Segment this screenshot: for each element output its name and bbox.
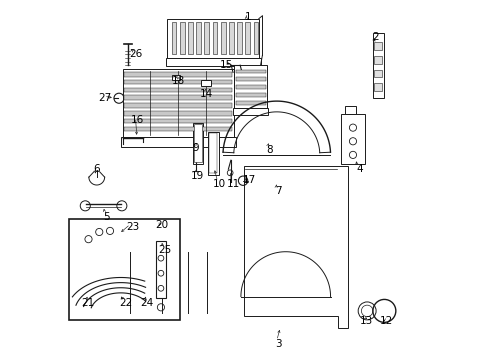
Bar [121, 137, 235, 147]
Text: 15: 15 [220, 60, 233, 70]
Text: 19: 19 [191, 171, 204, 181]
Bar [172, 75, 180, 80]
Text: 6: 6 [93, 164, 100, 174]
Text: 10: 10 [212, 179, 225, 189]
Bar [188, 22, 192, 54]
Bar [212, 22, 217, 54]
Bar [124, 127, 231, 131]
Bar [234, 65, 266, 108]
Bar [373, 69, 382, 77]
Bar [204, 22, 209, 54]
Bar [209, 134, 217, 173]
Bar [235, 69, 265, 73]
Bar [372, 33, 383, 98]
Bar [245, 22, 250, 54]
Text: 17: 17 [243, 175, 256, 185]
Bar [373, 83, 382, 91]
Text: 22: 22 [119, 298, 133, 308]
Bar [235, 77, 265, 81]
Text: 20: 20 [155, 220, 168, 230]
Bar [124, 119, 231, 123]
Bar [165, 58, 260, 66]
Bar [253, 22, 258, 54]
Text: 12: 12 [379, 316, 392, 325]
Bar [235, 101, 265, 105]
Text: 1: 1 [244, 12, 251, 22]
Bar [228, 22, 233, 54]
Bar [194, 125, 202, 162]
Bar [167, 19, 258, 58]
Bar [124, 95, 231, 100]
Bar [233, 108, 267, 115]
Bar [237, 22, 242, 54]
Bar [344, 107, 355, 114]
Text: 14: 14 [200, 89, 213, 99]
Text: 23: 23 [126, 222, 139, 231]
Text: 3: 3 [275, 339, 281, 349]
Bar [155, 241, 166, 298]
Text: 7: 7 [275, 186, 281, 196]
Text: 11: 11 [226, 179, 239, 189]
Bar [221, 22, 225, 54]
Bar [180, 22, 184, 54]
Bar [235, 85, 265, 89]
Bar [196, 22, 201, 54]
Bar [124, 103, 231, 108]
Text: 24: 24 [140, 298, 153, 308]
Bar [235, 93, 265, 97]
Text: 8: 8 [266, 144, 272, 154]
Bar [207, 132, 218, 175]
Bar [69, 220, 180, 320]
Bar [124, 80, 231, 85]
Bar [373, 42, 382, 50]
Bar [124, 87, 231, 92]
Text: 21: 21 [81, 298, 94, 308]
Text: 27: 27 [99, 93, 112, 103]
Bar [341, 114, 364, 164]
Text: 5: 5 [103, 212, 109, 221]
Text: 26: 26 [129, 49, 142, 59]
Bar [201, 80, 210, 86]
Bar [192, 123, 203, 164]
Text: 4: 4 [355, 164, 362, 174]
Bar [124, 72, 231, 77]
Bar [124, 111, 231, 116]
Bar [171, 22, 176, 54]
Text: 16: 16 [131, 115, 144, 125]
Text: 9: 9 [192, 143, 199, 153]
Bar [122, 69, 233, 137]
Text: 13: 13 [359, 316, 372, 325]
Text: 2: 2 [371, 32, 378, 41]
Text: 25: 25 [158, 245, 171, 255]
Bar [373, 56, 382, 64]
Text: 18: 18 [171, 76, 184, 86]
